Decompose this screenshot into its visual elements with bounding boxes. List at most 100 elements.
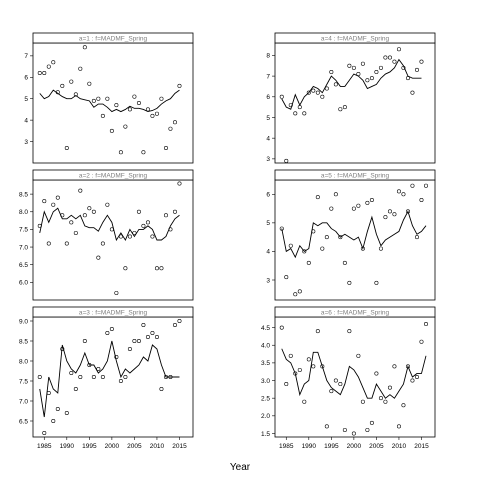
data-point — [109, 326, 114, 331]
y-tick-label: 3.5 — [261, 360, 270, 367]
data-point — [356, 353, 361, 358]
strip-label: a=2 : f=MADMF_Spring — [79, 173, 148, 180]
y-tick-label: 3 — [266, 156, 270, 163]
data-point — [87, 362, 92, 367]
data-point — [329, 206, 334, 211]
data-point — [356, 72, 361, 77]
data-point — [150, 234, 155, 239]
panel-frame — [274, 316, 436, 438]
data-point — [69, 370, 74, 375]
x-tick-label: 1995 — [324, 443, 339, 450]
data-point — [82, 45, 87, 50]
data-point — [55, 195, 60, 200]
data-point — [78, 374, 83, 379]
y-tick-label: 5 — [24, 96, 28, 103]
data-point — [387, 55, 392, 60]
data-point — [306, 90, 311, 95]
data-point — [347, 63, 352, 68]
data-point — [396, 47, 401, 52]
x-tick-label: 2000 — [105, 443, 120, 450]
data-point — [351, 431, 356, 436]
y-tick-label: 5 — [266, 115, 270, 122]
data-point — [342, 427, 347, 432]
data-point — [82, 213, 87, 218]
data-point — [42, 430, 47, 435]
data-point — [284, 158, 289, 163]
fit-line — [39, 89, 180, 113]
data-point — [64, 146, 69, 151]
data-point — [46, 241, 51, 246]
data-point — [293, 111, 298, 116]
data-point — [87, 81, 92, 86]
data-point — [306, 357, 311, 362]
data-point — [410, 183, 415, 188]
data-point — [37, 71, 42, 76]
fit-line — [39, 207, 180, 242]
data-point — [123, 374, 128, 379]
x-tick-label: 2010 — [150, 443, 165, 450]
data-point — [105, 96, 110, 101]
fit-line — [281, 348, 427, 399]
panel-frame — [274, 179, 436, 301]
data-point — [324, 424, 329, 429]
data-point — [387, 209, 392, 214]
data-point — [293, 371, 298, 376]
data-point — [141, 150, 146, 155]
data-point — [159, 386, 164, 391]
data-point — [405, 76, 410, 81]
data-point — [378, 396, 383, 401]
data-point — [311, 88, 316, 93]
data-point — [419, 339, 424, 344]
data-point — [414, 374, 419, 379]
y-tick-label: 4 — [266, 135, 270, 142]
data-point — [168, 227, 173, 232]
x-tick-label: 1985 — [279, 443, 294, 450]
x-tick-label: 2005 — [369, 443, 384, 450]
data-point — [73, 386, 78, 391]
data-point — [311, 364, 316, 369]
panel-3: a=2 : f=MADMF_Spring 6.0 6.5 7.0 7.5 8.0 8.5 — [19, 169, 194, 301]
y-tick-label: 6.5 — [19, 418, 28, 425]
panel-1: a=1 : f=MADMF_Spring 3 4 5 6 7 — [24, 32, 194, 164]
data-point — [333, 192, 338, 197]
data-point — [127, 346, 132, 351]
data-point — [82, 338, 87, 343]
x-tick-label: 1990 — [302, 443, 317, 450]
strip-label: a=3 : f=MADMF_Spring — [79, 310, 148, 317]
data-point — [297, 105, 302, 110]
x-axis-label: Year — [230, 462, 251, 473]
data-point — [177, 83, 182, 88]
y-tick-label: 7.0 — [19, 398, 28, 405]
data-point — [401, 403, 406, 408]
data-point — [365, 78, 370, 83]
y-tick-label: 8.5 — [19, 338, 28, 345]
data-point — [42, 199, 47, 204]
fit-line — [39, 340, 180, 418]
data-point — [419, 59, 424, 64]
x-tick-label: 2010 — [392, 443, 407, 450]
data-point — [37, 374, 42, 379]
data-point — [302, 111, 307, 116]
data-point — [172, 120, 177, 125]
data-point — [378, 246, 383, 251]
data-point — [163, 213, 168, 218]
data-point — [177, 318, 182, 323]
data-point — [320, 364, 325, 369]
data-point — [96, 255, 101, 260]
data-point — [351, 65, 356, 70]
data-point — [145, 107, 150, 112]
data-point — [423, 183, 428, 188]
data-point — [46, 64, 51, 69]
data-point — [51, 60, 56, 65]
data-point — [100, 241, 105, 246]
y-tick-label: 7 — [266, 73, 270, 80]
data-point — [311, 229, 316, 234]
data-point — [369, 76, 374, 81]
data-point — [306, 260, 311, 265]
data-point — [118, 234, 123, 239]
data-point — [342, 260, 347, 265]
data-point — [329, 69, 334, 74]
data-point — [333, 378, 338, 383]
